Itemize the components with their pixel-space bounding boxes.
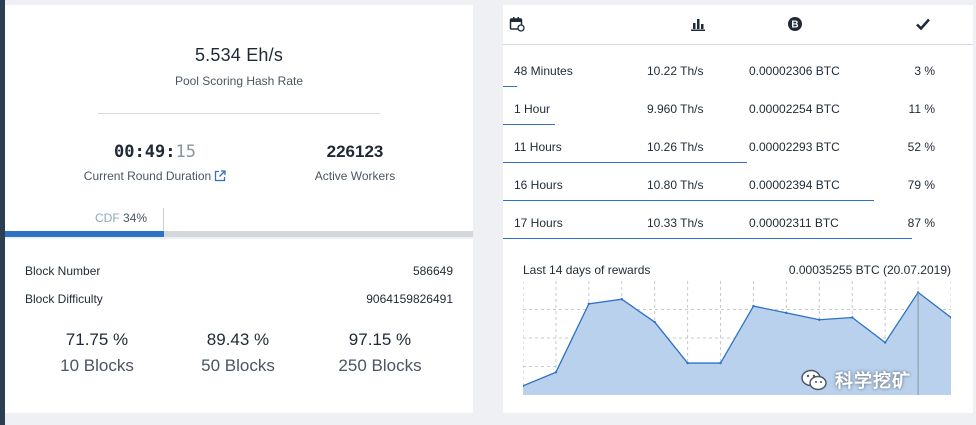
table-row: 48 Minutes 10.22 Th/s 0.00002306 BTC 3 % <box>503 49 973 87</box>
external-link-icon[interactable] <box>214 170 226 182</box>
table-row: 1 Hour 9.960 Th/s 0.00002254 BTC 11 % <box>503 87 973 125</box>
data-point[interactable] <box>851 316 854 319</box>
luck-bar <box>503 162 748 163</box>
data-point[interactable] <box>587 302 591 305</box>
watermark: 科学挖矿 <box>799 365 911 395</box>
cdf-progress-fill <box>5 231 165 237</box>
rewards-selected-value: 0.00035255 BTC (20.07.2019) <box>788 263 951 277</box>
luck-250-blocks: 250 Blocks <box>338 356 422 375</box>
rewards-area <box>523 292 951 395</box>
rewards-area-chart[interactable] <box>523 281 951 395</box>
data-point[interactable] <box>523 384 525 388</box>
luck-10-percent: 71.75 % <box>65 330 129 349</box>
left-edge-strip <box>0 0 5 425</box>
luck-bar <box>503 124 555 125</box>
data-point[interactable] <box>686 361 689 365</box>
luck-bar <box>503 86 518 87</box>
data-point[interactable] <box>752 304 755 308</box>
luck-bar <box>503 238 912 239</box>
block-number-value: 586649 <box>412 264 453 278</box>
active-workers-label: Active Workers <box>314 169 396 183</box>
block-difficulty-value: 9064159826491 <box>366 292 453 306</box>
luck-50-percent: 89.43 % <box>206 330 270 349</box>
bar-chart-icon <box>691 19 705 31</box>
active-workers-value: 226123 <box>326 142 384 161</box>
data-point[interactable] <box>883 341 887 344</box>
checkmark-icon <box>916 18 930 31</box>
cdf-label: CDF 34% <box>95 211 148 225</box>
pool-hash-rate-label: Pool Scoring Hash Rate <box>174 74 304 88</box>
data-point[interactable] <box>818 318 821 321</box>
block-number-label: Block Number <box>25 264 101 278</box>
wechat-icon <box>801 369 827 391</box>
round-duration: 00:49:15 <box>114 142 196 162</box>
data-point[interactable] <box>653 320 656 324</box>
table-row: 17 Hours 10.33 Th/s 0.00002311 BTC 87 % <box>503 201 973 239</box>
cdf-tick <box>163 208 164 230</box>
luck-bar <box>503 200 875 201</box>
bitcoin-icon: B <box>788 17 802 31</box>
watermark-text: 科学挖矿 <box>835 371 911 391</box>
block-stats-card: Block Number 586649 Block Difficulty 906… <box>5 239 473 413</box>
rewards-line <box>523 291 951 387</box>
data-point[interactable] <box>554 371 558 374</box>
cdf-progress-bar <box>5 231 473 237</box>
block-difficulty-label: Block Difficulty <box>25 292 103 306</box>
table-row: 11 Hours 10.26 Th/s 0.00002293 BTC 52 % <box>503 125 973 163</box>
data-point[interactable] <box>719 361 722 365</box>
worker-stats-card: B 48 Minutes 10.22 Th/s 0.00002306 BTC 3… <box>503 5 973 413</box>
svg-text:B: B <box>791 20 798 31</box>
luck-250-percent: 97.15 % <box>348 330 412 349</box>
table-row: 16 Hours 10.80 Th/s 0.00002394 BTC 79 % <box>503 163 973 201</box>
pool-stats-card: 5.534 Eh/s Pool Scoring Hash Rate 00:49:… <box>5 5 473 237</box>
luck-50-blocks: 50 Blocks <box>201 356 275 375</box>
divider <box>98 113 380 114</box>
data-point[interactable] <box>620 298 623 301</box>
data-point[interactable] <box>949 316 951 319</box>
data-point[interactable] <box>785 311 788 315</box>
rewards-chart-title: Last 14 days of rewards <box>523 263 651 277</box>
calendar-icon <box>509 17 525 32</box>
table-header: B <box>503 5 973 45</box>
luck-10-blocks: 10 Blocks <box>60 356 134 375</box>
pool-hash-rate: 5.534 Eh/s <box>194 45 284 65</box>
round-duration-label[interactable]: Current Round Duration <box>65 169 245 183</box>
